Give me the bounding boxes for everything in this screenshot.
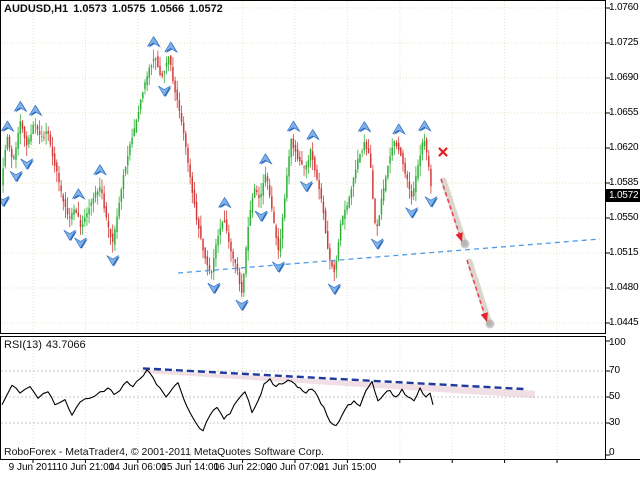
chart-title: AUDUSD,H1 1.0573 1.0575 1.0566 1.0572 xyxy=(4,3,228,15)
fractal-down-icon xyxy=(424,196,439,208)
quote-close: 1.0572 xyxy=(189,3,223,15)
price-axis-label: 1.0445 xyxy=(609,317,639,328)
projection-arrow[interactable] xyxy=(466,259,486,317)
quote-high: 1.0575 xyxy=(111,3,146,15)
support-trendline[interactable] xyxy=(177,238,601,274)
rsi-axis-label: 30 xyxy=(609,417,621,428)
fractal-up-icon xyxy=(93,163,108,176)
fractal-up-icon xyxy=(259,153,273,165)
price-axis-label: 1.0760 xyxy=(609,2,639,13)
indicator-value: 43.7066 xyxy=(45,339,86,351)
price-axis-label: 1.0620 xyxy=(609,142,639,153)
price-axis-label: 1.0585 xyxy=(609,177,639,188)
time-axis-label: 21 Jun 15:00 xyxy=(318,462,377,473)
fractal-down-icon xyxy=(9,171,24,183)
time-axis-label: 16 Jun 22:00 xyxy=(213,462,272,473)
fractal-down-icon xyxy=(299,181,314,193)
fractal-down-icon xyxy=(158,85,172,98)
fractal-up-icon xyxy=(218,196,232,209)
rsi-trendline[interactable] xyxy=(142,367,528,391)
grid xyxy=(1,1,605,458)
rsi-line xyxy=(1,369,434,432)
time-axis-label: 14 Jun 06:00 xyxy=(108,462,167,473)
price-axis-label: 1.0550 xyxy=(609,212,639,223)
rsi-axis-label: 100 xyxy=(609,337,626,348)
arrowhead-icon xyxy=(480,312,488,322)
indicator-label: RSI(13) 43.7066 xyxy=(4,339,90,351)
fractal-down-icon xyxy=(327,283,342,295)
quote-open: 1.0573 xyxy=(73,3,107,15)
price-axis-label: 1.0655 xyxy=(609,107,639,118)
fractal-up-icon xyxy=(287,120,301,133)
copyright-text: RoboForex - MetaTrader4, © 2001-2011 Met… xyxy=(4,446,324,458)
time-axis-label: 15 Jun 14:00 xyxy=(161,462,220,473)
fractal-down-icon xyxy=(235,299,249,312)
fractal-down-icon xyxy=(370,238,385,250)
candles xyxy=(2,49,432,298)
symbol-timeframe: AUDUSD,H1 xyxy=(4,3,69,15)
fractal-down-icon xyxy=(74,237,88,249)
fractal-up-icon xyxy=(14,100,28,113)
quote-low: 1.0566 xyxy=(150,3,185,15)
fractal-up-icon xyxy=(147,35,161,48)
rsi-axis-label: 70 xyxy=(609,365,621,376)
current-price-badge: 1.0572 xyxy=(606,189,640,202)
price-axis-label: 1.0725 xyxy=(609,37,639,48)
fractal-down-icon xyxy=(405,207,419,219)
fractal-markers xyxy=(0,35,439,312)
rsi-axis-label: 50 xyxy=(609,391,621,402)
price-axis-label: 1.0515 xyxy=(609,247,639,258)
fractal-down-icon xyxy=(106,255,120,267)
price-axis-label: 1.0480 xyxy=(609,282,639,293)
price-axis-label: 1.0690 xyxy=(609,72,639,83)
fractal-down-icon xyxy=(0,195,11,208)
arrowhead-icon xyxy=(455,232,463,242)
rsi-axis-label: 0 xyxy=(609,447,615,458)
fractal-down-icon xyxy=(207,282,221,295)
fractal-down-icon xyxy=(63,229,77,242)
time-axis-label: 10 Jun 21:00 xyxy=(56,462,115,473)
fractal-up-icon xyxy=(418,120,432,132)
rsi-trendline-shadow xyxy=(143,369,535,399)
fractal-up-icon xyxy=(29,104,43,117)
fractal-up-icon xyxy=(358,120,372,133)
time-axis-label: 20 Jun 07:00 xyxy=(266,462,324,473)
fractal-up-icon xyxy=(1,120,15,133)
indicator-name: RSI(13) xyxy=(4,339,42,351)
fractal-up-icon xyxy=(72,188,86,200)
projection-arrow[interactable] xyxy=(440,178,461,237)
fractal-down-icon xyxy=(272,261,286,273)
fractal-up-icon xyxy=(306,128,320,141)
fractal-down-icon xyxy=(20,158,34,170)
sell-signal-x-icon xyxy=(438,147,448,157)
fractal-up-icon xyxy=(392,123,406,135)
fractal-down-icon xyxy=(254,210,269,223)
time-axis-label: 9 Jun 2011 xyxy=(8,462,58,473)
fractal-up-icon xyxy=(164,41,178,53)
projection-arrows xyxy=(440,177,495,329)
panel-borders xyxy=(0,0,640,463)
